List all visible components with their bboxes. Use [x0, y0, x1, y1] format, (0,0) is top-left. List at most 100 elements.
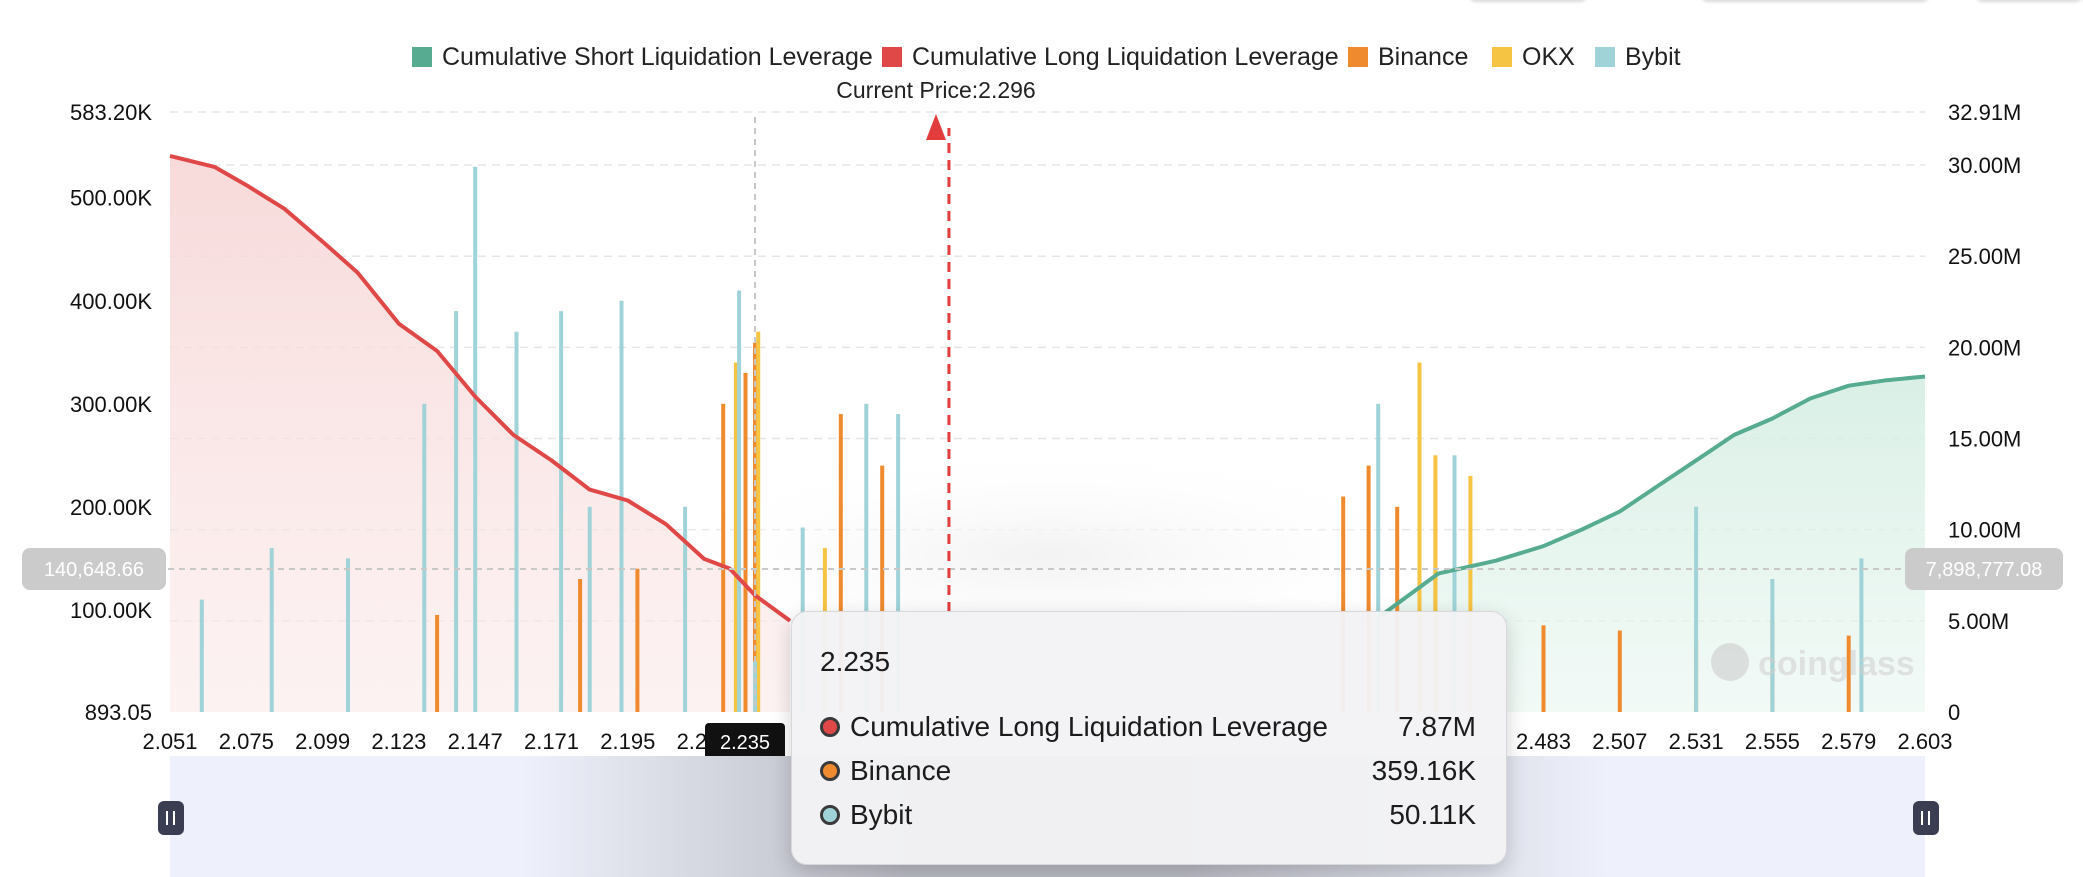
zoom-handle-right[interactable]: [1913, 801, 1939, 835]
left-axis-tick-label: 500.00K: [70, 186, 152, 211]
legend-label: Binance: [1378, 43, 1468, 71]
binance-bar: [838, 414, 843, 712]
binance-bar: [1617, 630, 1622, 712]
right-axis-tick-label: 15.00M: [1948, 427, 2021, 452]
x-axis-tick-label: 2.579: [1821, 729, 1876, 754]
right-axis: 0 5.00M 10.00M 15.00M 20.00M 25.00M 30.00M 32.9…: [1948, 100, 2021, 725]
x-axis-tick-label: 2.507: [1592, 729, 1647, 754]
legend-swatch: [1348, 47, 1368, 67]
cumulative-areas: [170, 155, 1925, 712]
tooltip-row-value: 7.87M: [1398, 711, 1476, 742]
legend-swatch: [1492, 47, 1512, 67]
tooltip-dot-icon: [820, 761, 840, 781]
bybit-bar: [619, 300, 624, 712]
bybit-bar: [1859, 558, 1864, 712]
x-axis-tick-label: 2.555: [1745, 729, 1800, 754]
bybit-bar: [473, 166, 478, 713]
x-axis-tick-label: 2.099: [295, 729, 350, 754]
legend-label: Bybit: [1625, 43, 1681, 71]
tooltip-dot-icon: [820, 717, 840, 737]
okx-bar: [1417, 362, 1422, 712]
left-axis-tick-label: 300.00K: [70, 392, 152, 417]
right-value-callout-text: 7,898,777.08: [1926, 559, 2043, 581]
binance-bar: [1366, 465, 1371, 712]
legend-swatch: [412, 47, 432, 67]
hover-tooltip: 2.235 Cumulative Long Liquidation Levera…: [791, 611, 1507, 865]
left-axis-tick-label: 400.00K: [70, 289, 152, 314]
x-axis-tick-label: 2.147: [448, 729, 503, 754]
tooltip-row: Binance 359.16K: [820, 749, 1476, 793]
bybit-bar: [683, 506, 688, 712]
legend-label: Cumulative Long Liquidation Leverage: [912, 43, 1339, 71]
okx-bar: [756, 331, 761, 712]
bybit-bar: [199, 599, 204, 712]
binance-bar: [743, 372, 748, 712]
legend-swatch: [882, 47, 902, 67]
tooltip-row-name: Binance: [850, 755, 952, 786]
binance-bar: [1846, 635, 1851, 712]
left-axis-tick-label: 200.00K: [70, 495, 152, 520]
bybit-bar: [864, 403, 869, 712]
bybit-bar: [753, 661, 757, 712]
bybit-bar: [587, 506, 592, 712]
x-axis-tick-label: 2.123: [371, 729, 426, 754]
short-cumulative-line: [1380, 374, 1926, 618]
right-axis-tick-label: 32.91M: [1948, 100, 2021, 125]
long-cumulative-line: [169, 153, 792, 623]
legend-label: Cumulative Short Liquidation Leverage: [442, 43, 873, 71]
bybit-bar: [269, 548, 274, 712]
left-axis-tick-label: 100.00K: [70, 598, 152, 623]
bybit-bar: [896, 414, 901, 712]
binance-bar: [1341, 496, 1346, 712]
current-price-arrow-icon: [926, 114, 946, 140]
x-axis-tick-label: 2.531: [1669, 729, 1724, 754]
okx-bar: [1468, 475, 1473, 712]
x-axis-tick-label: 2.075: [219, 729, 274, 754]
x-axis-tick-label: 2.195: [600, 729, 655, 754]
left-axis-tick-label: 583.20K: [70, 100, 152, 125]
binance-bar: [1541, 625, 1546, 712]
current-price-label: Current Price:2.296: [836, 77, 1035, 103]
right-axis-tick-label: 5.00M: [1948, 609, 2009, 634]
tooltip-row-value: 50.11K: [1389, 799, 1476, 830]
x-hover-callout: [705, 723, 785, 761]
left-axis: 893.05 100.00K 200.00K 300.00K 400.00K 500.00…: [70, 100, 152, 725]
right-value-callout: [1905, 548, 2063, 590]
right-axis-tick-label: 10.00M: [1948, 518, 2021, 543]
bybit-bar: [346, 558, 350, 712]
tooltip-row-name: Cumulative Long Liquidation Leverage: [850, 711, 1328, 742]
binance-bar: [578, 579, 583, 712]
binance-bar: [435, 615, 440, 712]
x-hover-callout-text: 2.235: [720, 732, 770, 754]
legend-swatch: [1595, 47, 1615, 67]
okx-bar: [1433, 455, 1438, 712]
bybit-bar: [737, 290, 742, 712]
left-value-callout: [22, 548, 166, 590]
legend: Cumulative Short Liquidation Leverage Cum…: [412, 43, 1681, 71]
x-axis-tick-label: 2.171: [524, 729, 579, 754]
watermark-text: coinglass: [1758, 645, 1915, 683]
legend-label: OKX: [1522, 43, 1575, 71]
bybit-bar: [1770, 579, 1775, 712]
bybit-bar: [514, 331, 519, 712]
tooltip-row-value: 359.16K: [1371, 755, 1476, 786]
bybit-bar: [1694, 506, 1699, 712]
zoom-handle-left[interactable]: [158, 801, 184, 835]
bybit-bar: [454, 311, 459, 712]
bybit-bar: [422, 403, 427, 712]
binance-bar: [1395, 506, 1400, 712]
long-area: [170, 155, 790, 712]
okx-bar: [733, 362, 738, 712]
cumulative-lines: [169, 153, 1926, 623]
tooltip-dot-icon: [820, 805, 840, 825]
bybit-bar: [559, 311, 564, 712]
right-axis-tick-label: 0: [1948, 700, 1960, 725]
watermark: coinglass: [1711, 643, 1915, 683]
coinglass-logo-icon: [1711, 643, 1749, 681]
exchange-bars: [199, 166, 1864, 713]
left-value-callout-text: 140,648.66: [44, 559, 144, 581]
bybit-bar: [1452, 455, 1457, 712]
binance-bar: [721, 403, 726, 712]
binance-bar: [880, 465, 885, 712]
tooltip-row: Cumulative Long Liquidation Leverage 7.8…: [820, 705, 1476, 749]
